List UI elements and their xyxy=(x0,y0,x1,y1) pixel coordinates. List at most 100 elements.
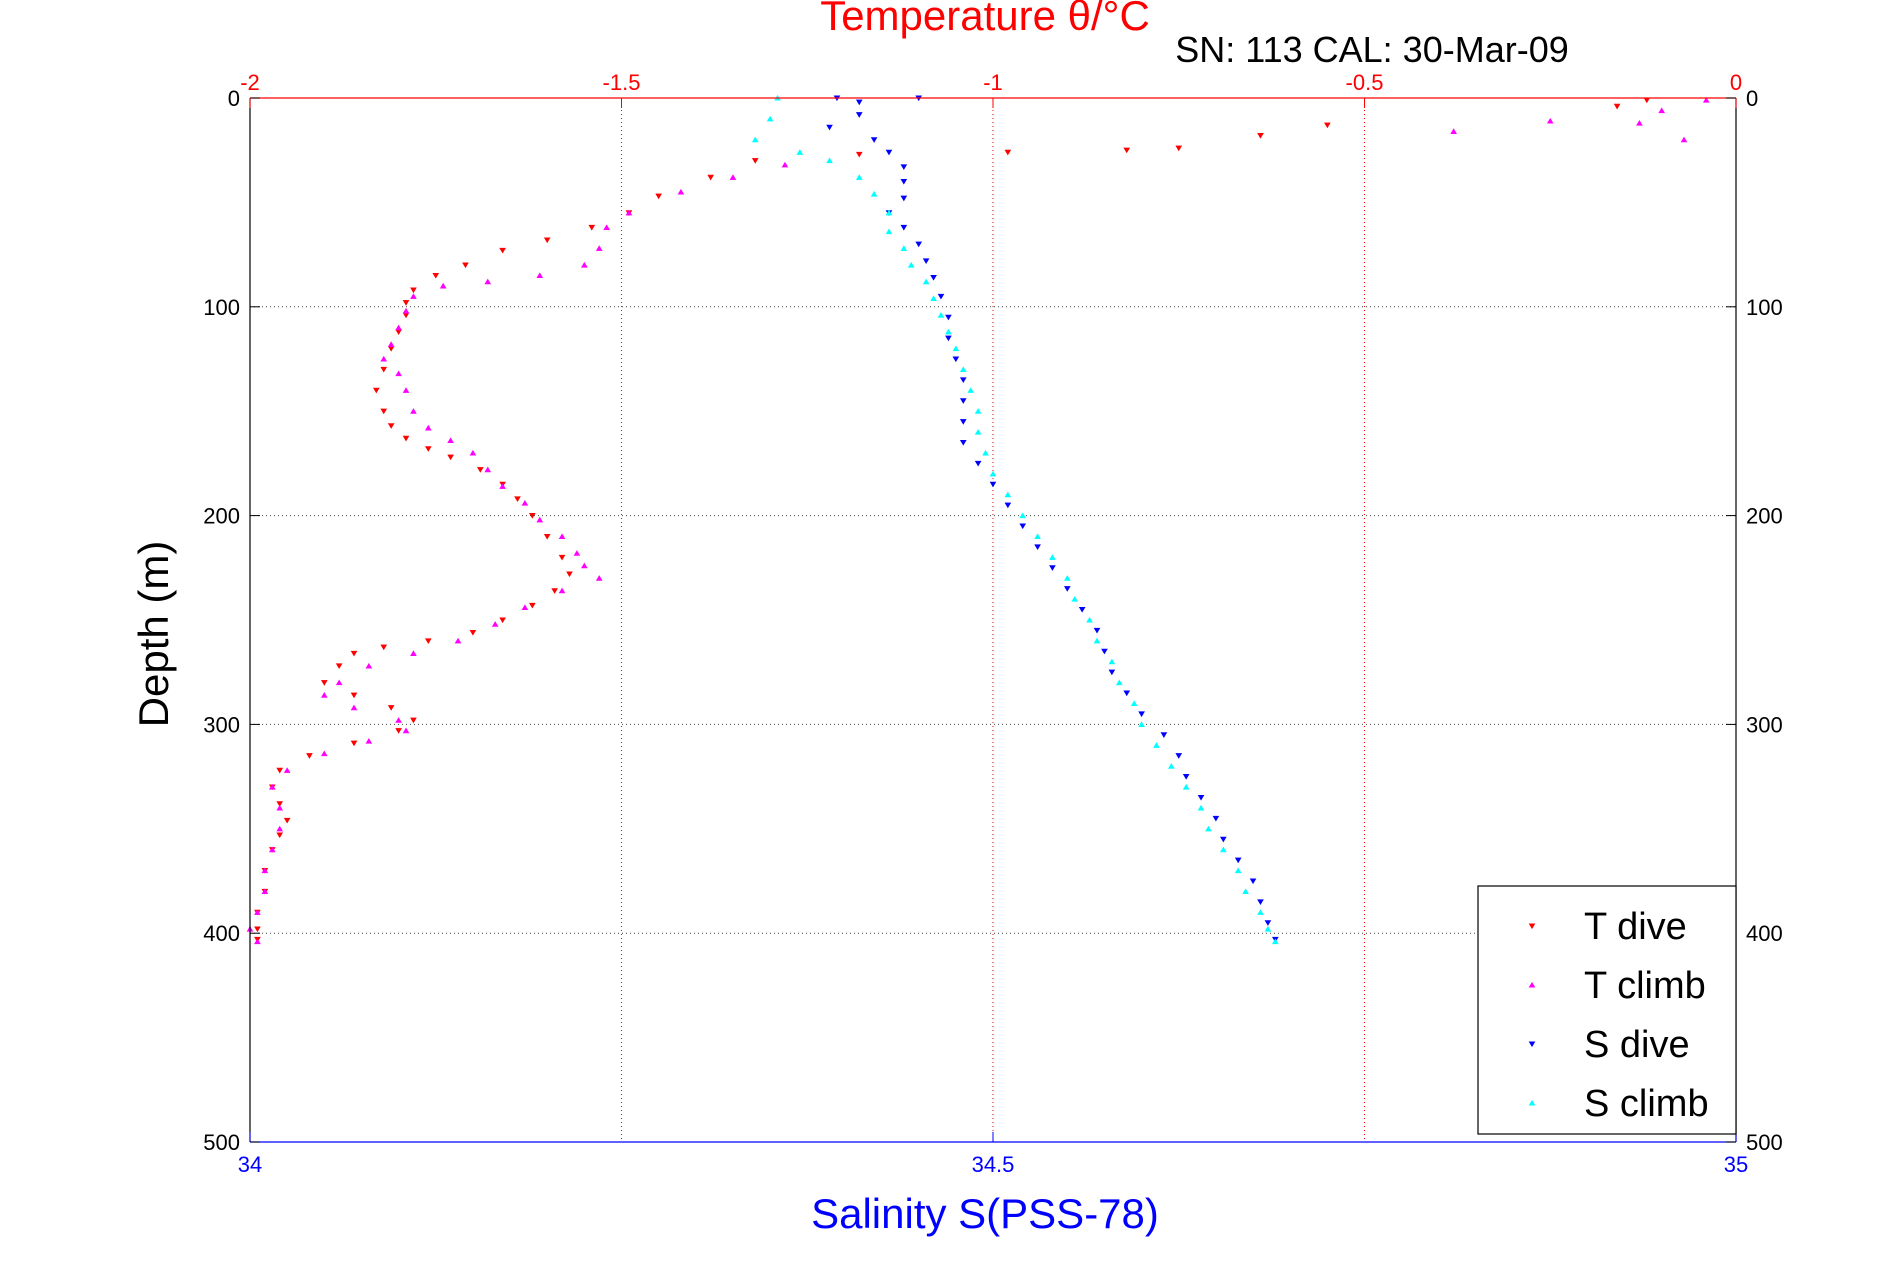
data-point xyxy=(581,261,588,268)
data-point xyxy=(870,190,878,197)
data-point xyxy=(989,470,997,477)
bottom-tick-label: 35 xyxy=(1724,1152,1748,1177)
data-point xyxy=(1093,627,1101,634)
top-tick-label: -1.5 xyxy=(603,70,641,95)
data-point xyxy=(558,587,566,594)
data-point xyxy=(499,483,506,489)
data-point xyxy=(320,692,328,698)
data-point xyxy=(937,312,945,318)
data-point xyxy=(410,717,417,724)
data-point xyxy=(1063,586,1071,592)
data-point xyxy=(989,481,997,488)
data-point xyxy=(573,550,581,556)
data-point xyxy=(536,272,544,279)
data-point xyxy=(521,604,529,611)
top-tick-label: -2 xyxy=(240,70,260,95)
data-point xyxy=(707,174,714,181)
y-tick-label-right: 300 xyxy=(1746,712,1783,737)
bottom-tick-label: 34.5 xyxy=(972,1152,1015,1177)
data-point xyxy=(1138,711,1145,718)
data-point xyxy=(395,717,402,723)
data-point xyxy=(254,909,261,915)
data-point xyxy=(826,124,833,131)
data-point xyxy=(395,728,402,734)
data-point xyxy=(276,825,284,832)
data-point xyxy=(826,157,833,164)
data-point xyxy=(959,439,967,446)
data-point xyxy=(350,704,358,711)
data-point xyxy=(781,161,789,168)
data-point xyxy=(885,228,893,235)
y-tick-label: 100 xyxy=(203,295,240,320)
data-point xyxy=(1264,920,1272,926)
data-point xyxy=(529,602,536,609)
data-point xyxy=(1004,502,1012,509)
data-point xyxy=(410,650,417,656)
y-tick-label-right: 200 xyxy=(1746,504,1783,529)
data-point xyxy=(1049,554,1056,560)
data-point xyxy=(959,419,967,425)
x-axis-label: Salinity S(PSS-78) xyxy=(811,1190,1159,1237)
data-point xyxy=(1167,763,1175,769)
data-point xyxy=(959,398,967,404)
data-point xyxy=(1205,825,1212,832)
data-point xyxy=(1138,721,1145,727)
data-point xyxy=(543,237,551,244)
data-point xyxy=(1019,523,1027,530)
data-point xyxy=(1123,690,1131,697)
data-point xyxy=(1234,857,1242,864)
data-point xyxy=(380,408,388,415)
data-point xyxy=(1175,753,1183,759)
data-point xyxy=(945,335,952,342)
data-point xyxy=(1086,616,1093,623)
data-point xyxy=(410,287,417,294)
data-point xyxy=(974,460,982,467)
data-point xyxy=(855,112,863,118)
y-tick-label: 500 xyxy=(203,1130,240,1155)
data-point xyxy=(365,737,373,744)
data-point xyxy=(766,115,774,122)
data-point xyxy=(320,750,328,757)
data-point xyxy=(276,767,284,774)
data-point xyxy=(469,629,477,636)
data-point xyxy=(536,516,544,523)
data-point xyxy=(558,554,566,561)
data-point xyxy=(595,575,603,581)
data-point xyxy=(1034,533,1041,540)
data-point xyxy=(1234,867,1242,874)
data-point xyxy=(982,449,989,456)
data-point xyxy=(254,938,261,945)
data-point xyxy=(387,705,395,711)
data-point xyxy=(380,355,388,362)
data-point xyxy=(261,867,269,874)
data-point xyxy=(402,435,410,442)
data-point xyxy=(402,727,410,734)
data-point xyxy=(424,638,432,644)
legend-marker xyxy=(1528,923,1536,930)
data-point xyxy=(1450,128,1457,134)
data-point xyxy=(499,617,506,624)
top-tick-label: 0 xyxy=(1730,70,1742,95)
y-tick-label: 200 xyxy=(203,504,240,529)
data-point xyxy=(1182,783,1190,790)
data-point xyxy=(1658,107,1666,114)
data-point xyxy=(1197,794,1205,801)
data-point xyxy=(1680,136,1688,143)
data-point xyxy=(1004,149,1012,156)
data-point xyxy=(952,356,960,363)
data-point xyxy=(1546,117,1554,124)
data-point xyxy=(922,278,930,285)
data-point xyxy=(1153,742,1160,748)
data-point xyxy=(1272,938,1279,945)
y-tick-label: 0 xyxy=(228,86,240,111)
data-point xyxy=(1078,607,1086,613)
data-point xyxy=(677,188,685,195)
data-point xyxy=(900,164,908,171)
data-point xyxy=(477,467,484,473)
data-point xyxy=(945,314,952,321)
data-point xyxy=(1034,544,1041,551)
legend-marker xyxy=(1528,1041,1536,1048)
data-point xyxy=(1049,565,1056,571)
